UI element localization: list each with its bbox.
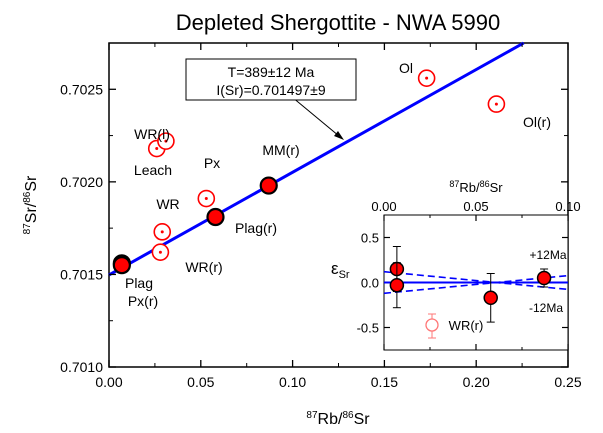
inset-data-point <box>483 290 498 306</box>
inset-envelope-line <box>383 270 569 291</box>
label-mm-r: MM(r) <box>262 142 299 158</box>
data-markers <box>112 69 506 275</box>
x-tick-label: 0.20 <box>463 374 490 390</box>
x-tick-label: 0.10 <box>279 374 306 390</box>
x-tick-label: 0.00 <box>95 374 122 390</box>
y-axis-label: 87Sr/86Sr <box>22 175 40 234</box>
inset-y-tick-label: -0.5 <box>357 321 379 336</box>
inset-legend-marker <box>425 318 439 332</box>
data-point-open-dot <box>164 139 168 143</box>
inset-data-point <box>536 270 552 286</box>
isochron-age: T=389±12 Ma <box>228 64 315 80</box>
isochron-initial-ratio: I(Sr)=0.701497±9 <box>216 82 325 98</box>
label-wr-r: WR(r) <box>185 259 222 275</box>
x-tick-label: 0.05 <box>187 374 214 390</box>
inset-data-markers <box>389 246 552 323</box>
x-axis-label: 87Rb/86Sr <box>306 410 370 428</box>
label-px-r: Plag(r) <box>235 220 277 236</box>
label-ol-r: Ol(r) <box>523 114 551 130</box>
x-tick-label: 0.15 <box>371 374 398 390</box>
y-tick-label: 0.7020 <box>60 174 103 190</box>
data-point-open-dot <box>160 230 164 234</box>
isochron-result-box <box>185 58 357 101</box>
label-ol: Ol <box>399 60 413 76</box>
inset-legend-label: WR(r) <box>449 318 484 333</box>
inset-plus-label: +12Ma <box>529 248 566 262</box>
data-point-filled <box>112 256 131 275</box>
inset-data-point <box>389 277 405 293</box>
label-wr-l: WR(l) <box>134 126 170 142</box>
y-axis-ticks: 0.7010 0.7015 0.7020 0.7025 <box>60 81 568 375</box>
y-tick-label: 0.7015 <box>60 266 103 282</box>
y-tick-label: 0.7025 <box>60 81 103 97</box>
isochron-leader-line <box>291 96 340 137</box>
label-plag-r: Px(r) <box>128 293 158 309</box>
inset-y-axis-label: εSr <box>331 259 350 281</box>
data-point-filled <box>259 176 278 195</box>
inset-x-tick-label: 0.00 <box>371 199 396 214</box>
x-tick-label: 0.25 <box>554 374 581 390</box>
inset-y-axis-ticks: 0.5 0.0 -0.5 <box>357 231 568 336</box>
isochron-leader-arrowhead <box>334 131 344 140</box>
data-point-open-dot <box>158 250 162 254</box>
label-plag: Plag <box>125 275 153 291</box>
isochron-line <box>108 41 525 277</box>
data-point-open-dot <box>425 76 429 80</box>
inset-x-tick-label: 0.10 <box>555 199 580 214</box>
inset-y-tick-label: 0.0 <box>361 276 379 291</box>
label-wr: WR <box>156 196 179 212</box>
data-point-open-dot <box>204 197 208 201</box>
inset-x-axis-label: 87Rb/86Sr <box>449 179 503 195</box>
label-leach: Leach <box>134 162 172 178</box>
inset-y-tick-label: 0.5 <box>361 231 379 246</box>
data-point-filled <box>206 207 225 227</box>
inset-x-axis-ticks: 0.00 0.05 0.10 <box>371 199 581 350</box>
label-px: Px <box>204 155 220 171</box>
inset-x-tick-label: 0.05 <box>463 199 488 214</box>
chart-title: Depleted Shergottite - NWA 5990 <box>176 10 500 35</box>
data-point-open-dot <box>155 147 159 151</box>
y-tick-label: 0.7010 <box>60 359 103 375</box>
inset-minus-label: -12Ma <box>529 301 563 315</box>
data-point-open-dot <box>494 102 498 106</box>
x-axis-ticks: 0.00 0.05 0.10 0.15 0.20 0.25 <box>95 43 582 390</box>
